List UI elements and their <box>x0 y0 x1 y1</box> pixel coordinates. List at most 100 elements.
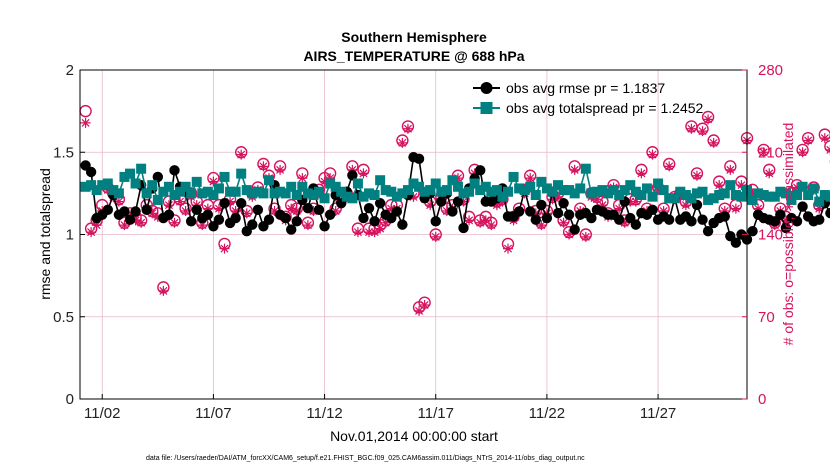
spread-point <box>136 163 147 174</box>
rmse-point <box>697 214 708 225</box>
spread-point <box>691 188 702 199</box>
rmse-point <box>530 214 541 225</box>
rmse-point <box>558 198 569 209</box>
obs-assimilated-point <box>619 217 630 228</box>
spread-point <box>352 178 363 189</box>
rmse-point <box>391 206 403 217</box>
obs-assimilated-point <box>703 114 714 125</box>
spread-point <box>725 180 736 191</box>
obs-assimilated-point <box>158 285 169 296</box>
spread-point <box>458 188 469 199</box>
spread-point <box>402 185 413 196</box>
obs-assimilated-point <box>553 191 564 202</box>
spread-point <box>558 185 569 196</box>
obs-assimilated-point <box>319 176 330 187</box>
obs-assimilated-point <box>269 206 280 216</box>
rmse-point <box>202 209 214 220</box>
obs-assimilated-point <box>402 123 413 134</box>
obs-assimilated-point <box>664 161 675 172</box>
rmse-point <box>747 226 758 237</box>
obs-assimilated-point <box>814 203 825 214</box>
rmse-point <box>541 212 553 224</box>
rmse-point <box>552 207 564 219</box>
spread-point <box>792 190 803 201</box>
obs-assimilated-point <box>302 220 313 231</box>
rmse-point <box>280 212 291 224</box>
spread-point <box>158 186 169 197</box>
spread-point <box>419 186 430 197</box>
rmse-point <box>169 165 180 176</box>
spread-point <box>102 178 113 189</box>
spread-point <box>508 171 519 182</box>
spread-point <box>275 186 286 197</box>
spread-point <box>475 185 486 196</box>
spread-point <box>819 190 830 201</box>
obs-assimilated-point <box>564 229 575 240</box>
spread-point <box>658 185 669 196</box>
obs-assimilated-point <box>419 300 430 310</box>
spread-point <box>736 191 747 202</box>
obs-assimilated-point <box>352 227 363 238</box>
spread-point <box>625 180 636 191</box>
spread-point <box>286 181 297 192</box>
obs-assimilated-point <box>169 217 180 228</box>
spread-point <box>603 188 614 199</box>
spread-point <box>547 186 558 197</box>
spread-point <box>730 190 741 201</box>
rmse-point <box>397 219 408 230</box>
rmse-point <box>563 209 575 220</box>
rmse-point <box>347 170 358 181</box>
spread-point <box>753 188 764 199</box>
spread-point <box>519 185 530 196</box>
obs-assimilated-point <box>819 133 830 144</box>
rmse-point <box>513 206 525 217</box>
rmse-point <box>430 216 441 227</box>
obs-assimilated-point <box>714 180 725 191</box>
spread-point <box>758 190 769 201</box>
spread-point <box>380 185 391 196</box>
obs-assimilated-point <box>130 215 141 226</box>
rmse-point <box>814 214 825 225</box>
y-tick-label: 0 <box>66 391 74 408</box>
spread-point <box>775 186 786 197</box>
spread-point <box>213 183 224 194</box>
rmse-point <box>525 206 536 217</box>
y2-tick-label: 70 <box>758 309 775 326</box>
axis-ticks: 11/02 11/07 11/12 11/17 11/22 11/27 0 0.5 1 1.5 2 0… <box>53 62 783 422</box>
obs-assimilated-point <box>486 220 497 231</box>
spread-point <box>530 190 541 201</box>
obs-assimilated-point <box>653 184 664 195</box>
spread-point <box>230 186 241 197</box>
spread-point <box>502 186 513 197</box>
obs-assimilated-point <box>758 147 769 158</box>
obs-assimilated-point <box>536 220 547 231</box>
obs-assimilated-point <box>636 168 647 179</box>
obs-assimilated-point <box>792 182 803 193</box>
obs-assimilated-point <box>797 147 808 158</box>
obs-assimilated-point <box>230 206 241 216</box>
footnote: data file: /Users/raeder/DAI/ATM_forcXX/… <box>146 455 585 462</box>
obs-assimilated-point <box>647 149 658 160</box>
obs-assimilated-point <box>825 144 830 155</box>
obs-assimilated-point <box>375 223 386 234</box>
rmse-point <box>452 196 464 207</box>
spread-point <box>263 175 274 186</box>
rmse-point <box>185 216 197 227</box>
x-tick-label: 11/12 <box>306 405 342 422</box>
spread-point <box>269 188 280 199</box>
spread-point <box>414 181 425 192</box>
rmse-point <box>686 216 697 227</box>
rmse-point <box>213 214 225 225</box>
spread-point <box>175 186 186 197</box>
spread-point <box>586 188 597 199</box>
obs-assimilated-point <box>697 126 708 137</box>
rmse-point <box>313 204 325 216</box>
spread-point <box>441 185 452 196</box>
spread-point <box>564 185 575 196</box>
spread-point <box>247 188 258 199</box>
obs-assimilated-point <box>213 203 224 214</box>
rmse-point <box>219 198 230 209</box>
obs-assimilated-point <box>347 164 358 175</box>
spread-point <box>569 188 580 199</box>
chart-subtitle: AIRS_TEMPERATURE @ 688 hPa <box>303 48 524 64</box>
